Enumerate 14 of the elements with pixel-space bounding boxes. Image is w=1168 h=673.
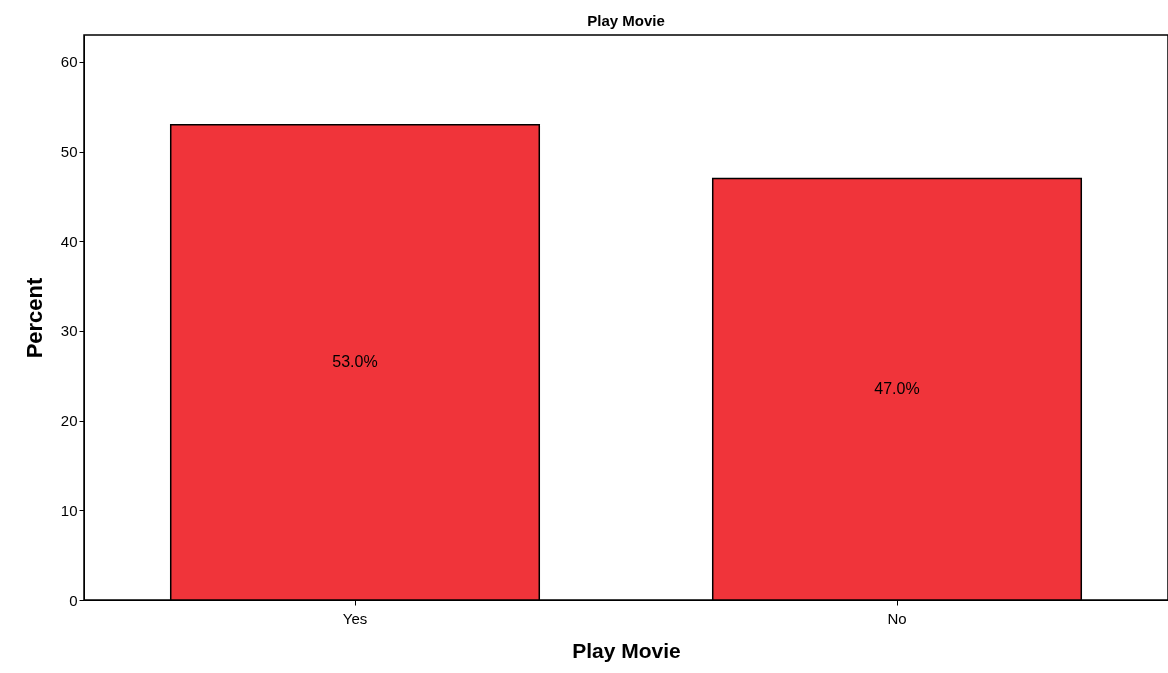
y-axis-title: Percent — [21, 276, 47, 359]
y-tick-label: 60 — [60, 53, 78, 71]
y-tick-label: 20 — [60, 412, 78, 430]
y-tick-label: 0 — [69, 591, 78, 609]
y-tick-label: 50 — [60, 143, 78, 161]
y-tick-label: 10 — [60, 501, 78, 519]
x-axis-title: Play Movie — [572, 638, 681, 662]
data-label: 53.0% — [332, 353, 378, 371]
y-tick-label: 40 — [60, 232, 78, 250]
y-tick-label: 30 — [60, 322, 78, 340]
x-tick-label: Yes — [342, 609, 368, 627]
chart-title: Play Movie — [587, 12, 665, 29]
x-tick-label: No — [887, 609, 907, 627]
data-label: 47.0% — [874, 380, 920, 398]
